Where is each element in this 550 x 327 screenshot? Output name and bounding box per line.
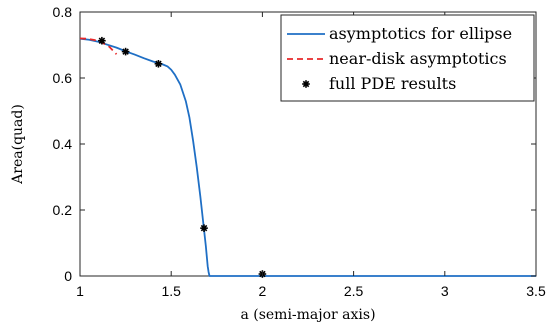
legend-label-ellipse: asymptotics for ellipse (329, 24, 512, 43)
x-tick-label: 2 (259, 283, 267, 299)
y-tick-label: 0.8 (53, 4, 73, 20)
y-tick-label: 0.4 (53, 136, 73, 152)
data-point-pde (98, 36, 106, 45)
data-point-pde (200, 224, 208, 232)
x-tick-label: 1.5 (161, 283, 181, 299)
legend-swatch-pde-marker (302, 80, 310, 88)
legend-marker-star (302, 80, 310, 88)
legend: asymptotics for ellipse near-disk asympt… (280, 14, 535, 102)
series-line-ellipse (79, 37, 536, 277)
y-axis-label: Area(quad) (10, 104, 26, 185)
x-tick-label: 3.5 (526, 283, 546, 299)
x-tick-labels: 1 1.5 2 2.5 3 3.5 (76, 283, 546, 299)
y-tick-labels: 0 0.2 0.4 0.6 0.8 (53, 4, 73, 284)
legend-box (280, 14, 535, 102)
plot-area (79, 11, 537, 278)
x-tick-label: 3 (441, 283, 449, 299)
x-tick-label: 2.5 (344, 283, 364, 299)
y-tick-label: 0.2 (53, 202, 73, 218)
legend-label-pde: full PDE results (329, 74, 456, 93)
data-point-pde (121, 47, 130, 56)
legend-label-near-disk: near-disk asymptotics (329, 49, 507, 68)
series-layer (79, 36, 536, 278)
x-axis-label: a (semi-major axis) (240, 307, 375, 323)
y-tick-label: 0 (64, 268, 72, 284)
data-point-pde (154, 60, 163, 68)
y-tick-label: 0.6 (53, 70, 73, 86)
series-line-near-disk (79, 37, 118, 55)
x-tick-label: 1 (76, 283, 84, 299)
